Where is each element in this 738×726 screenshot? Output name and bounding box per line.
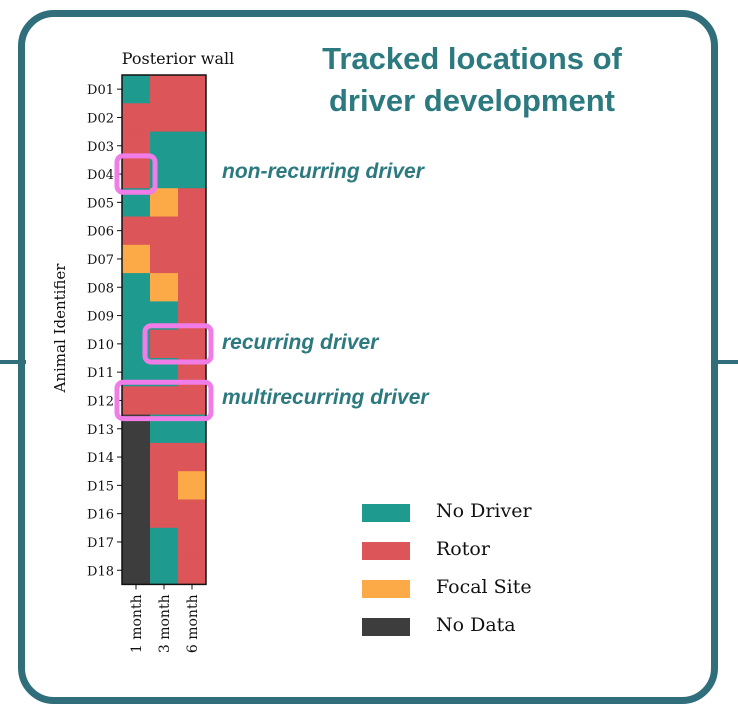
heatmap-cell [122,471,151,500]
heatmap-cell [178,216,207,246]
heatmap-cell [178,329,207,359]
legend-item-focal-site: Focal Site [362,576,602,598]
heatmap-cell [178,442,207,472]
y-tick-label: D14 [87,451,114,466]
y-tick-label: D13 [87,423,114,438]
y-tick-label: D03 [87,140,114,155]
annotation-multirecurring: multirecurring driver [222,386,429,409]
heatmap-cell [150,216,179,246]
heatmap-cell [122,244,151,274]
heatmap-cell [150,471,179,500]
y-tick-label: D05 [87,196,114,211]
x-tick-label: 1 month [129,594,145,653]
heatmap-cell [178,556,207,585]
heatmap-cell [178,527,207,557]
heatmap-cell [150,244,179,274]
y-tick-label: D11 [87,366,114,381]
y-tick-label: D16 [87,508,114,523]
y-tick-label: D10 [87,338,114,353]
y-tick-label: D07 [87,253,114,268]
annotation-recurring: recurring driver [222,331,379,354]
y-tick-label: D15 [87,479,114,494]
heatmap-cell [150,556,179,585]
legend-swatch [362,504,410,522]
heatmap-cell [178,386,207,416]
heatmap-cell [150,329,179,359]
heatmap-cell [178,471,207,500]
highlight-box [142,323,214,365]
heatmap-cell [122,442,151,472]
heatmap-cell [122,527,151,557]
heatmap-cell [150,188,179,217]
legend-label: No Driver [436,500,532,522]
heatmap-cell [150,75,179,104]
legend-item-rotor: Rotor [362,538,602,560]
heatmap-cell [122,386,151,416]
y-tick-label: D02 [87,111,114,126]
y-tick-label: D06 [87,225,114,240]
right-connector-line [712,360,738,364]
y-tick-label: D01 [87,83,114,98]
legend-label: No Data [436,614,516,636]
y-tick-label: D18 [87,564,114,579]
heatmap-cell [178,188,207,217]
heatmap-cell [122,216,151,246]
slide-title: Tracked locations of driver development [262,38,682,122]
y-tick-label: D17 [87,536,114,551]
heatmap-cell [122,75,151,104]
slide-title-line-2: driver development [329,83,615,118]
legend-item-no-driver: No Driver [362,500,602,522]
highlight-box [114,379,214,422]
legend-swatch [362,618,410,636]
chart-title: Posterior wall [121,49,235,68]
legend-item-no-data: No Data [362,614,602,636]
heatmap-cell [122,273,151,302]
heatmap-cell [150,442,179,472]
heatmap-cell [150,131,179,161]
legend-swatch [362,580,410,598]
heatmap-cell [122,159,151,189]
legend-label: Rotor [436,538,490,560]
heatmap-cell [122,499,151,529]
legend-label: Focal Site [436,576,532,598]
slide-title-line-1: Tracked locations of [322,41,622,76]
x-tick-label: 6 month [185,594,201,653]
heatmap-cell [178,273,207,302]
left-connector-line [0,360,26,364]
y-tick-label: D08 [87,281,114,296]
heatmap-cell [178,159,207,189]
heatmap-cell [150,527,179,557]
highlight-box [114,153,158,195]
heatmap-cell [178,75,207,104]
heatmap-cell [150,499,179,529]
heatmap-cell [178,499,207,529]
y-tick-label: D12 [87,394,114,409]
heatmap-cell [178,131,207,161]
heatmap-cell [150,386,179,416]
legend-swatch [362,542,410,560]
heatmap-cell [178,244,207,274]
heatmap-cell [150,103,179,133]
heatmap-cell [150,273,179,302]
x-tick-label: 3 month [157,594,173,653]
y-tick-label: D04 [87,168,114,183]
heatmap-cell [122,103,151,133]
y-tick-label: D09 [87,310,114,325]
heatmap-cell [178,103,207,133]
heatmap-cell [122,556,151,585]
annotation-non-recurring: non-recurring driver [222,160,424,183]
